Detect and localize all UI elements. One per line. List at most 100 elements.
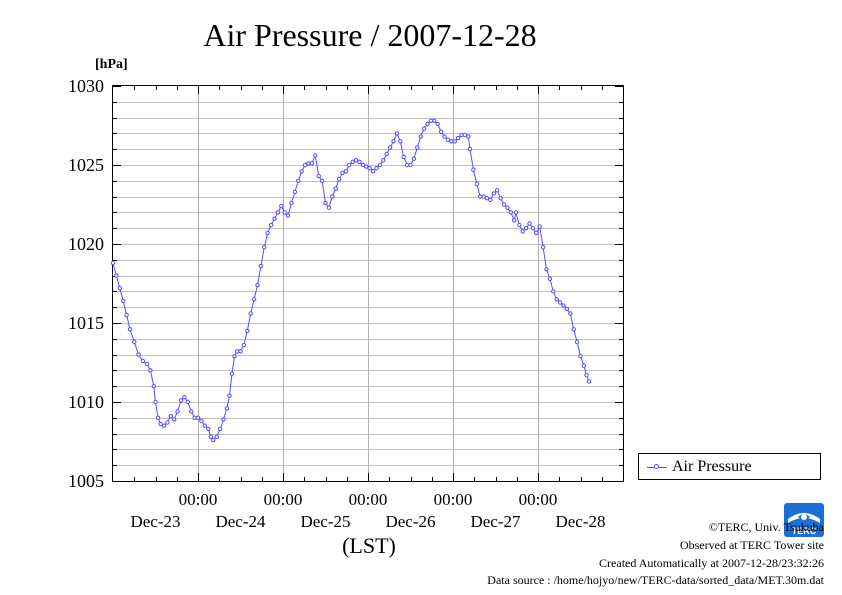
data-point — [330, 194, 335, 199]
data-point — [512, 218, 517, 223]
data-point — [364, 164, 369, 169]
data-point — [584, 372, 589, 378]
data-point — [534, 230, 539, 236]
copyright-text: ©TERC, Univ. Tsukuba — [708, 520, 824, 534]
data-point — [442, 134, 447, 139]
x-tick-date-label: Dec-27 — [470, 512, 521, 531]
data-point — [255, 282, 260, 288]
data-point — [495, 188, 500, 193]
x-tick-date-label: Dec-26 — [385, 512, 435, 531]
data-point — [245, 328, 250, 334]
data-point — [360, 162, 366, 168]
data-point — [449, 139, 454, 144]
data-point — [121, 298, 126, 304]
data-point — [401, 154, 406, 160]
data-point — [127, 327, 133, 332]
data-point — [568, 311, 573, 316]
y-tick-label: 1030 — [68, 76, 104, 96]
data-point — [309, 161, 315, 166]
data-point — [227, 393, 232, 398]
data-point — [229, 371, 235, 376]
legend: Air Pressure — [638, 453, 821, 480]
data-point — [165, 420, 170, 425]
data-point — [484, 196, 490, 201]
data-point — [185, 399, 191, 405]
data-point — [370, 169, 376, 174]
data-point — [340, 170, 345, 176]
data-point — [435, 121, 440, 127]
data-point — [404, 162, 410, 168]
plot-area — [112, 85, 624, 482]
data-point — [275, 210, 281, 215]
data-point — [178, 398, 184, 403]
data-point — [161, 423, 167, 428]
data-point — [148, 368, 153, 373]
data-point — [319, 178, 325, 184]
data-point — [140, 358, 146, 364]
data-point — [211, 437, 216, 443]
source-text: Data source : /home/hojyo/new/TERC-data/… — [487, 573, 824, 587]
x-tick-date-label: Dec-25 — [300, 512, 350, 531]
data-point — [262, 245, 267, 250]
data-point — [411, 156, 417, 161]
data-point — [418, 134, 423, 139]
x-tick-time-label: 00:00 — [349, 490, 388, 509]
data-point — [232, 354, 237, 359]
data-point — [455, 135, 461, 141]
chart-title: Air Pressure / 2007-12-28 — [203, 17, 536, 53]
data-point — [357, 159, 362, 165]
data-point — [501, 202, 507, 207]
data-point — [578, 354, 583, 359]
data-point — [488, 197, 493, 203]
data-point — [175, 409, 180, 414]
data-point — [279, 203, 284, 209]
data-point — [199, 418, 204, 424]
data-point — [508, 210, 513, 215]
y-tick-label: 1025 — [68, 155, 104, 175]
data-point — [415, 145, 420, 150]
data-point — [527, 221, 532, 226]
data-point — [459, 132, 464, 138]
x-tick-date-label: Dec-28 — [555, 512, 605, 531]
data-point — [505, 205, 510, 210]
data-point — [481, 194, 486, 199]
data-point — [114, 273, 119, 278]
y-axis-unit-label: [hPa] — [95, 57, 128, 72]
data-point — [251, 297, 257, 302]
x-tick-time-label: 00:00 — [519, 490, 558, 509]
data-point — [265, 230, 270, 236]
data-point — [206, 426, 211, 432]
data-point — [234, 349, 240, 354]
data-point — [537, 224, 542, 229]
data-point — [467, 147, 473, 152]
data-point — [313, 153, 318, 158]
data-point — [144, 361, 150, 367]
data-point — [224, 406, 230, 411]
created-text: Created Automatically at 2007-12-28/23:3… — [599, 556, 824, 570]
data-point — [498, 196, 503, 201]
data-point — [557, 300, 563, 305]
data-point — [221, 417, 226, 422]
grid-layer — [113, 86, 623, 482]
data-point — [155, 415, 161, 420]
data-point — [438, 129, 444, 135]
data-point — [544, 267, 549, 272]
data-point — [299, 169, 304, 174]
data-point — [238, 349, 243, 354]
data-point — [302, 162, 308, 168]
data-point — [182, 395, 187, 400]
data-point — [571, 327, 576, 332]
data-point — [214, 434, 219, 439]
data-point — [474, 181, 479, 187]
data-point — [208, 434, 214, 439]
data-point — [547, 276, 553, 281]
data-point — [574, 339, 580, 345]
data-point — [520, 229, 525, 234]
x-tick-date-label: Dec-23 — [130, 512, 180, 531]
data-point — [367, 166, 372, 171]
data-point — [425, 121, 430, 127]
data-point — [374, 166, 379, 171]
data-point — [554, 297, 559, 302]
data-point — [347, 162, 352, 168]
data-point — [110, 260, 116, 266]
